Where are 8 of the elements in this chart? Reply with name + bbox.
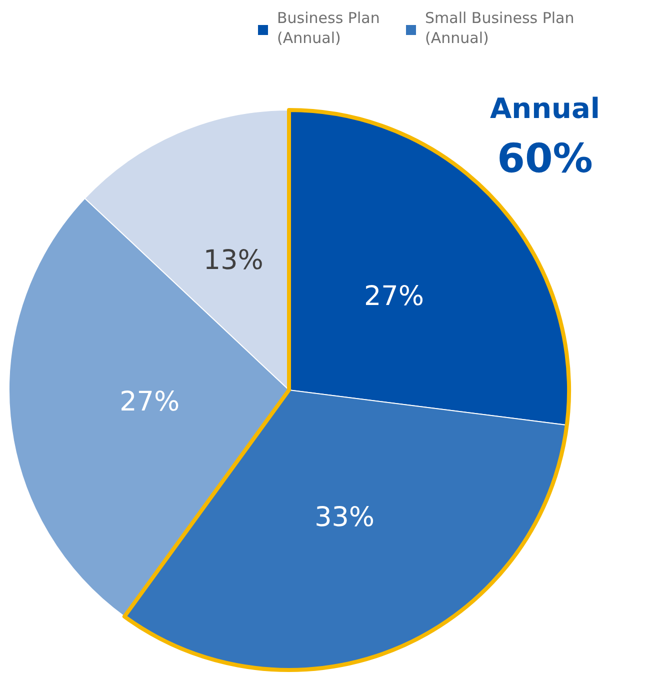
text: 60% bbox=[497, 136, 593, 182]
legend-label: Small Business Plan (Annual) bbox=[425, 9, 574, 47]
data-label: 13% bbox=[203, 244, 264, 276]
data-label: 27% bbox=[364, 280, 424, 312]
data-label: 33% bbox=[314, 502, 375, 533]
data-label: 27% bbox=[120, 386, 180, 418]
legend-label: Business Plan (Annual) bbox=[277, 9, 380, 47]
text: Annual bbox=[490, 92, 600, 125]
